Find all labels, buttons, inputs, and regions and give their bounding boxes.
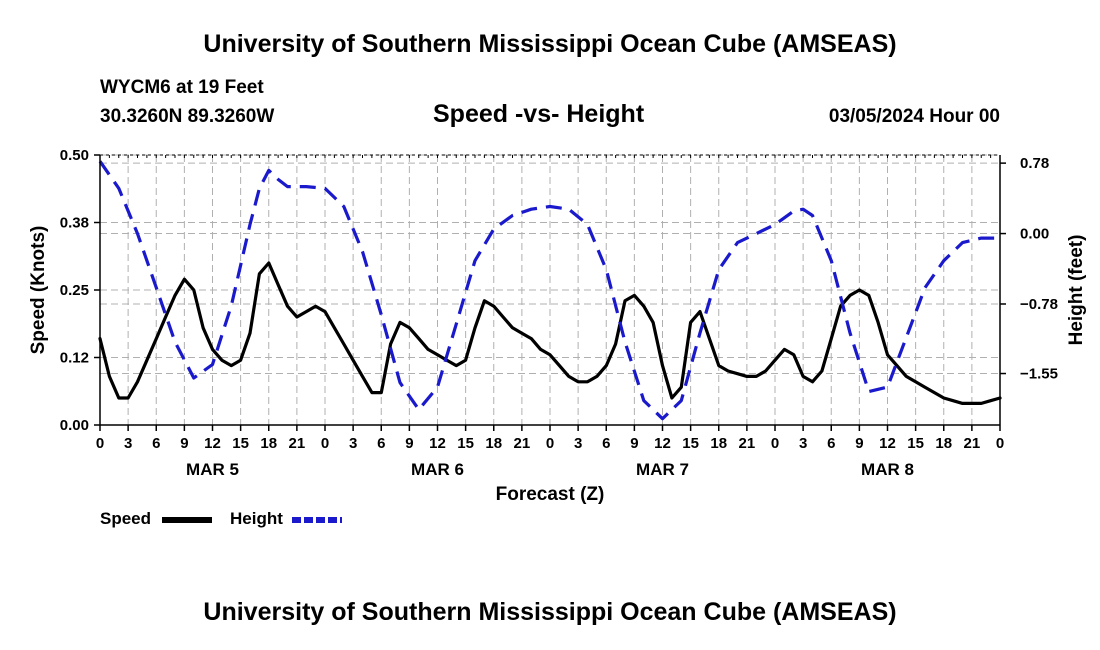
height-series-line: [98, 160, 1000, 421]
y-tick-label: 0.25: [60, 282, 89, 299]
y2-axis-title: Height (feet): [1066, 235, 1087, 346]
chart-subtitle: Speed -vs- Height: [433, 100, 645, 128]
footer-title: University of Southern Mississippi Ocean…: [203, 598, 897, 626]
y-tick-label: 0.12: [60, 350, 89, 367]
x-tick-label: 12: [654, 435, 671, 452]
station-label: WYCM6 at 19 Feet: [100, 77, 264, 98]
x-tick-label: 15: [457, 435, 474, 452]
legend-height-label: Height: [230, 509, 283, 528]
forecast-datetime: 03/05/2024 Hour 00: [828, 106, 1000, 127]
x-tick-label: 3: [799, 435, 807, 452]
day-label: MAR 7: [636, 460, 689, 479]
x-tick-label: 6: [377, 435, 385, 452]
x-tick-label: 0: [321, 435, 329, 452]
x-axis-title: Forecast (Z): [496, 484, 605, 505]
x-tick-label: 21: [514, 435, 531, 452]
legend-speed-label: Speed: [100, 509, 152, 528]
x-tick-label: 9: [855, 435, 863, 452]
x-tick-label: 21: [739, 435, 756, 452]
x-tick-label: 0: [546, 435, 554, 452]
y-tick-label: 0.38: [60, 215, 89, 232]
coordinates-label: 30.3260N 89.3260W: [100, 106, 275, 127]
x-tick-label: 3: [349, 435, 357, 452]
x-tick-label: 6: [152, 435, 160, 452]
x-tick-label: 18: [260, 435, 277, 452]
x-tick-label: 0: [996, 435, 1004, 452]
day-label: MAR 8: [861, 460, 914, 479]
y-axis-title: Speed (Knots): [28, 226, 49, 355]
y-tick-label: 0.00: [60, 417, 89, 434]
y2-tick-label: 0.00: [1020, 226, 1049, 243]
y2-tick-label: −1.55: [1020, 366, 1058, 383]
x-tick-label: 0: [771, 435, 779, 452]
x-tick-label: 9: [630, 435, 638, 452]
axes: 0 3 6 9 12 15 18 21 0 3 6 9 12 15 18 21 0 3 6 9 12 15 18 21 0 3 6 9…: [28, 147, 1087, 505]
x-tick-label: 9: [405, 435, 413, 452]
speed-series-line: [98, 261, 1002, 405]
x-tick-label: 6: [827, 435, 835, 452]
x-tick-label: 15: [907, 435, 924, 452]
x-tick-label: 18: [935, 435, 952, 452]
y2-tick-label: 0.78: [1020, 155, 1049, 172]
day-label: MAR 5: [186, 460, 239, 479]
x-tick-label: 12: [429, 435, 446, 452]
x-tick-label: 21: [289, 435, 306, 452]
x-tick-label: 12: [204, 435, 221, 452]
chart-title: University of Southern Mississippi Ocean…: [203, 30, 897, 58]
x-tick-label: 6: [602, 435, 610, 452]
x-tick-label: 15: [232, 435, 249, 452]
x-tick-label: 3: [574, 435, 582, 452]
x-tick-label: 12: [879, 435, 896, 452]
x-tick-label: 15: [682, 435, 699, 452]
day-label: MAR 6: [411, 460, 464, 479]
y2-tick-label: −0.78: [1020, 296, 1058, 313]
y-tick-label: 0.50: [60, 147, 89, 164]
x-tick-label: 0: [96, 435, 104, 452]
x-tick-label: 9: [180, 435, 188, 452]
x-tick-label: 18: [485, 435, 502, 452]
x-tick-label: 18: [710, 435, 727, 452]
x-tick-label: 3: [124, 435, 132, 452]
x-tick-label: 21: [964, 435, 981, 452]
plot-area: [98, 160, 1002, 421]
